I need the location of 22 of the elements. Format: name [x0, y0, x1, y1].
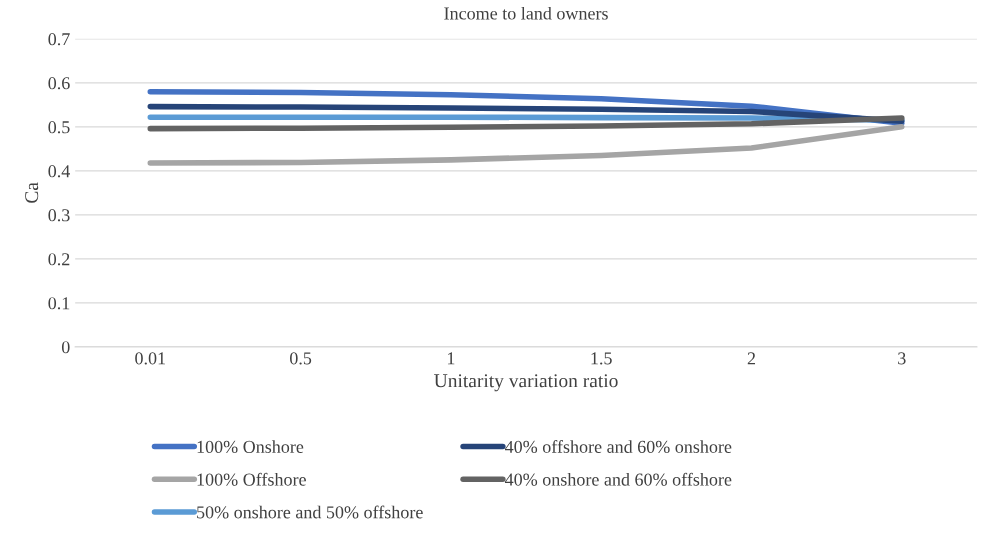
- x-tick-label: 3: [898, 352, 906, 365]
- legend-label: 100% Offshore: [197, 472, 306, 486]
- y-tick-label: 0.3: [48, 209, 70, 222]
- y-axis-title: Ca: [25, 182, 39, 203]
- x-tick-label: 1: [447, 352, 455, 365]
- x-tick-label: 0.01: [135, 352, 166, 365]
- y-tick-label: 0.1: [48, 297, 70, 310]
- y-tick-label: 0.6: [48, 77, 70, 90]
- x-tick-label: 2: [747, 352, 756, 365]
- legend-label: 40% offshore and 60% onshore: [504, 440, 732, 454]
- y-tick-label: 0.5: [48, 121, 70, 134]
- x-tick-label: 0.5: [290, 352, 312, 365]
- y-tick-label: 0.7: [48, 33, 70, 46]
- y-tick-label: 0.2: [48, 253, 70, 266]
- legend-label: 50% onshore and 50% offshore: [197, 505, 423, 519]
- legend-label: 40% onshore and 60% offshore: [504, 472, 732, 486]
- chart-title: Income to land owners: [444, 6, 608, 20]
- legend-label: 100% Onshore: [197, 440, 304, 454]
- x-tick-label: 1.5: [591, 352, 612, 365]
- y-tick-label: 0.4: [48, 165, 71, 178]
- y-tick-label: 0: [61, 341, 70, 354]
- x-axis-title: Unitarity variation ratio: [434, 374, 618, 392]
